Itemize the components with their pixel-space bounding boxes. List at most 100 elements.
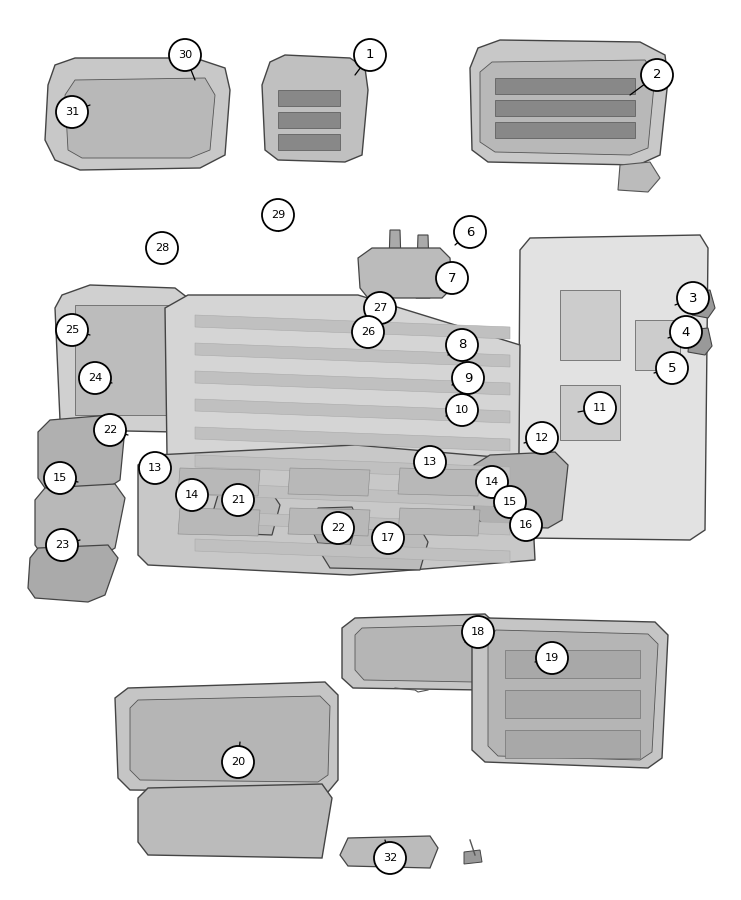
Text: 17: 17 bbox=[381, 533, 395, 543]
Circle shape bbox=[79, 362, 111, 394]
Text: 4: 4 bbox=[682, 326, 690, 338]
Polygon shape bbox=[195, 427, 510, 451]
Polygon shape bbox=[358, 248, 452, 298]
Text: 19: 19 bbox=[545, 653, 559, 663]
Text: 14: 14 bbox=[185, 490, 199, 500]
Polygon shape bbox=[165, 295, 520, 558]
Polygon shape bbox=[472, 618, 668, 768]
Polygon shape bbox=[55, 285, 188, 432]
Circle shape bbox=[414, 446, 446, 478]
Text: 15: 15 bbox=[53, 473, 67, 483]
Circle shape bbox=[526, 422, 558, 454]
Text: 25: 25 bbox=[65, 325, 79, 335]
Polygon shape bbox=[262, 55, 368, 162]
Polygon shape bbox=[340, 836, 438, 868]
Text: 13: 13 bbox=[423, 457, 437, 467]
Polygon shape bbox=[35, 484, 125, 558]
Circle shape bbox=[462, 616, 494, 648]
Text: 24: 24 bbox=[88, 373, 102, 383]
Text: 32: 32 bbox=[383, 853, 397, 863]
Text: 31: 31 bbox=[65, 107, 79, 117]
Text: 15: 15 bbox=[503, 497, 517, 507]
Circle shape bbox=[670, 316, 702, 348]
Circle shape bbox=[364, 292, 396, 324]
Polygon shape bbox=[28, 545, 118, 602]
Polygon shape bbox=[195, 539, 510, 563]
Polygon shape bbox=[195, 455, 510, 479]
Circle shape bbox=[446, 329, 478, 361]
Polygon shape bbox=[65, 78, 215, 158]
Circle shape bbox=[44, 462, 76, 494]
Polygon shape bbox=[474, 452, 568, 528]
Text: 10: 10 bbox=[455, 405, 469, 415]
Text: 28: 28 bbox=[155, 243, 169, 253]
Circle shape bbox=[94, 414, 126, 446]
Circle shape bbox=[352, 316, 384, 348]
Text: 22: 22 bbox=[331, 523, 345, 533]
Circle shape bbox=[536, 642, 568, 674]
Polygon shape bbox=[210, 493, 280, 535]
Text: 14: 14 bbox=[485, 477, 499, 487]
Polygon shape bbox=[288, 508, 370, 536]
Circle shape bbox=[641, 59, 673, 91]
Polygon shape bbox=[195, 511, 510, 535]
Polygon shape bbox=[518, 235, 708, 540]
Text: 29: 29 bbox=[271, 210, 285, 220]
Polygon shape bbox=[470, 40, 668, 165]
Circle shape bbox=[656, 352, 688, 384]
Text: 21: 21 bbox=[231, 495, 245, 505]
Text: 7: 7 bbox=[448, 272, 456, 284]
Polygon shape bbox=[560, 385, 620, 440]
Polygon shape bbox=[178, 468, 260, 496]
Circle shape bbox=[584, 392, 616, 424]
Polygon shape bbox=[355, 625, 488, 682]
Polygon shape bbox=[495, 122, 635, 138]
Polygon shape bbox=[312, 507, 358, 545]
Circle shape bbox=[222, 746, 254, 778]
Polygon shape bbox=[195, 343, 510, 367]
Polygon shape bbox=[505, 650, 640, 678]
Polygon shape bbox=[130, 696, 330, 782]
Polygon shape bbox=[278, 134, 340, 150]
Text: 18: 18 bbox=[471, 627, 485, 637]
Text: 2: 2 bbox=[653, 68, 661, 82]
Circle shape bbox=[222, 484, 254, 516]
Circle shape bbox=[354, 39, 386, 71]
Polygon shape bbox=[278, 90, 340, 106]
Circle shape bbox=[146, 232, 178, 264]
Polygon shape bbox=[388, 230, 402, 295]
Text: 20: 20 bbox=[231, 757, 245, 767]
Text: 30: 30 bbox=[178, 50, 192, 60]
Circle shape bbox=[494, 486, 526, 518]
Text: 26: 26 bbox=[361, 327, 375, 337]
Text: 8: 8 bbox=[458, 338, 466, 352]
Circle shape bbox=[446, 394, 478, 426]
Polygon shape bbox=[138, 445, 535, 575]
Polygon shape bbox=[195, 371, 510, 395]
Polygon shape bbox=[288, 468, 370, 496]
Text: 13: 13 bbox=[148, 463, 162, 473]
Circle shape bbox=[139, 452, 171, 484]
Polygon shape bbox=[480, 60, 655, 155]
Circle shape bbox=[46, 529, 78, 561]
Polygon shape bbox=[692, 290, 715, 318]
Polygon shape bbox=[195, 315, 510, 339]
Circle shape bbox=[452, 362, 484, 394]
Circle shape bbox=[476, 466, 508, 498]
Polygon shape bbox=[195, 399, 510, 423]
Polygon shape bbox=[342, 614, 498, 690]
Circle shape bbox=[262, 199, 294, 231]
Polygon shape bbox=[38, 415, 125, 490]
Polygon shape bbox=[195, 483, 510, 507]
Polygon shape bbox=[138, 784, 332, 858]
Circle shape bbox=[176, 479, 208, 511]
Circle shape bbox=[169, 39, 201, 71]
Text: 9: 9 bbox=[464, 372, 472, 384]
Polygon shape bbox=[560, 290, 620, 360]
Text: 6: 6 bbox=[466, 226, 474, 239]
Text: 1: 1 bbox=[366, 49, 374, 61]
Text: 16: 16 bbox=[519, 520, 533, 530]
Circle shape bbox=[372, 522, 404, 554]
Circle shape bbox=[454, 216, 486, 248]
Polygon shape bbox=[618, 162, 660, 192]
